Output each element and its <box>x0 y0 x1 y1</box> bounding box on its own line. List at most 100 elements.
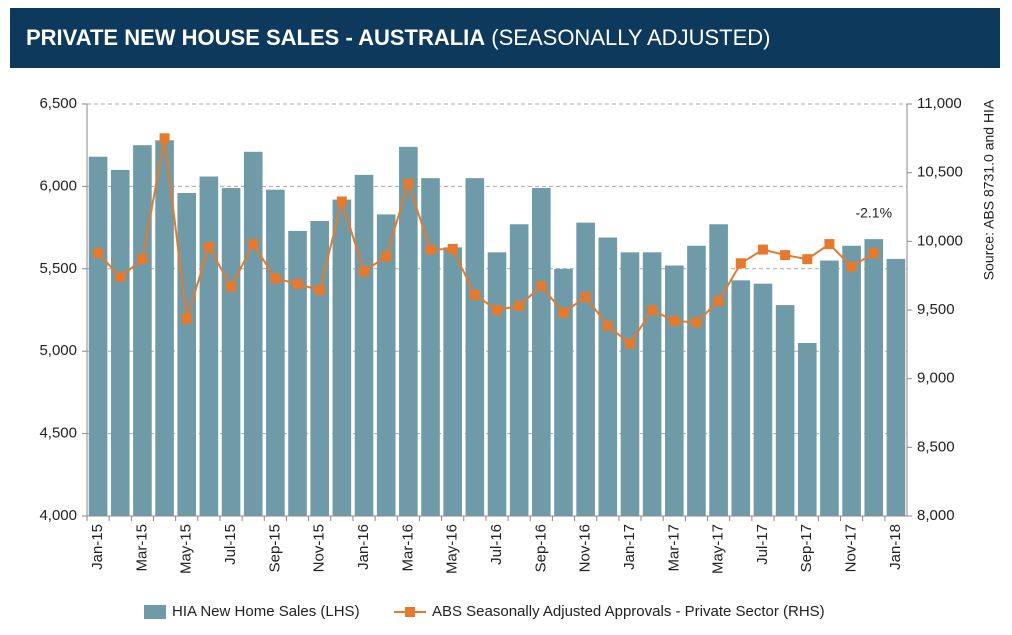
line-marker <box>647 305 658 315</box>
line-marker <box>181 313 192 324</box>
bar <box>886 258 906 516</box>
bar <box>797 342 817 516</box>
line-marker <box>314 285 325 296</box>
bar <box>687 245 706 516</box>
line-marker <box>203 241 214 252</box>
line-marker <box>757 244 768 255</box>
line-marker <box>93 248 104 259</box>
line-marker <box>447 243 458 254</box>
bar <box>532 188 551 516</box>
bar <box>243 151 263 517</box>
bar <box>465 178 485 516</box>
y2-tick-label: 8,500 <box>917 438 955 455</box>
x-tick-label: May-15 <box>178 524 195 574</box>
line-marker <box>713 296 724 307</box>
y2-tick-label: 9,500 <box>917 301 955 318</box>
x-tick-label: Jul-15 <box>222 524 239 565</box>
bar <box>177 192 197 516</box>
bar <box>199 176 219 516</box>
bar <box>266 189 285 517</box>
x-tick-label: Sep-15 <box>266 524 283 572</box>
line-marker <box>824 239 835 250</box>
line-marker <box>691 317 702 328</box>
bar <box>110 169 130 517</box>
bar <box>133 145 152 516</box>
line-marker <box>536 280 547 291</box>
bar <box>221 188 241 516</box>
line-marker <box>602 320 613 331</box>
bar <box>354 174 374 516</box>
line-marker <box>292 278 303 289</box>
bar <box>88 156 108 516</box>
line-marker <box>381 251 392 262</box>
line-marker <box>780 250 791 261</box>
line-marker <box>403 178 414 189</box>
bar <box>554 268 573 516</box>
x-tick-label: Jan-18 <box>887 524 904 570</box>
bar <box>642 252 662 516</box>
bar <box>731 280 751 516</box>
line-marker <box>159 133 170 144</box>
annotation: -2.1% <box>855 205 892 221</box>
line-marker <box>336 196 347 207</box>
line-marker <box>115 272 126 283</box>
bar <box>399 146 418 516</box>
bar <box>864 239 884 517</box>
bar <box>376 214 396 516</box>
bar <box>443 247 462 516</box>
bar <box>664 265 684 516</box>
line-marker <box>846 261 857 272</box>
bar <box>709 224 728 516</box>
y2-tick-label: 10,500 <box>917 164 963 181</box>
y-tick-label: 5,500 <box>39 260 77 277</box>
legend-swatch <box>144 605 166 619</box>
x-tick-label: Sep-16 <box>532 524 549 572</box>
legend-label: HIA New Home Sales (LHS) <box>172 603 360 620</box>
line-marker <box>624 338 635 349</box>
line-marker <box>735 258 746 269</box>
y-tick-label: 6,500 <box>39 95 77 112</box>
x-tick-label: Nov-17 <box>843 524 860 572</box>
source-note: Source: ABS 8731.0 and HIA <box>981 99 997 280</box>
bar <box>288 230 307 516</box>
bar <box>155 140 174 517</box>
bar <box>576 222 595 516</box>
line-marker <box>514 300 525 311</box>
x-tick-label: Jan-16 <box>355 524 372 570</box>
line-marker <box>226 281 237 292</box>
line-marker <box>558 307 569 318</box>
line-marker <box>580 291 591 302</box>
bar <box>753 283 773 516</box>
line-marker <box>669 315 680 326</box>
x-tick-label: May-17 <box>710 524 727 574</box>
x-tick-label: Jul-16 <box>488 524 505 565</box>
title-main: PRIVATE NEW HOUSE SALES - AUSTRALIA <box>26 25 485 50</box>
line-marker <box>270 273 281 284</box>
y2-tick-label: 11,000 <box>917 95 962 112</box>
x-tick-label: Jul-17 <box>754 524 771 565</box>
line-marker <box>425 244 436 255</box>
x-tick-label: Nov-16 <box>577 524 594 572</box>
y-tick-label: 4,500 <box>39 425 77 442</box>
bar <box>775 305 795 516</box>
x-tick-label: Mar-16 <box>399 524 416 572</box>
x-tick-label: May-16 <box>444 524 461 574</box>
y2-tick-label: 10,000 <box>917 232 963 249</box>
title-sub: (SEASONALLY ADJUSTED) <box>491 25 770 50</box>
x-tick-label: Jan-15 <box>89 524 106 570</box>
title-banner <box>10 8 1000 68</box>
line-marker <box>492 305 502 315</box>
line-marker <box>248 239 259 250</box>
y2-tick-label: 9,000 <box>917 370 955 387</box>
x-tick-label: Jan-17 <box>621 524 638 570</box>
bar <box>820 260 839 516</box>
chart-title: PRIVATE NEW HOUSE SALES - AUSTRALIA (SEA… <box>26 25 770 50</box>
x-tick-label: Nov-15 <box>311 524 328 572</box>
y-tick-label: 4,000 <box>39 507 77 524</box>
x-tick-label: Mar-17 <box>665 524 682 572</box>
bar <box>620 252 640 516</box>
line-marker <box>802 254 813 265</box>
bar <box>598 237 618 516</box>
bar <box>487 252 507 516</box>
bar <box>332 199 352 517</box>
